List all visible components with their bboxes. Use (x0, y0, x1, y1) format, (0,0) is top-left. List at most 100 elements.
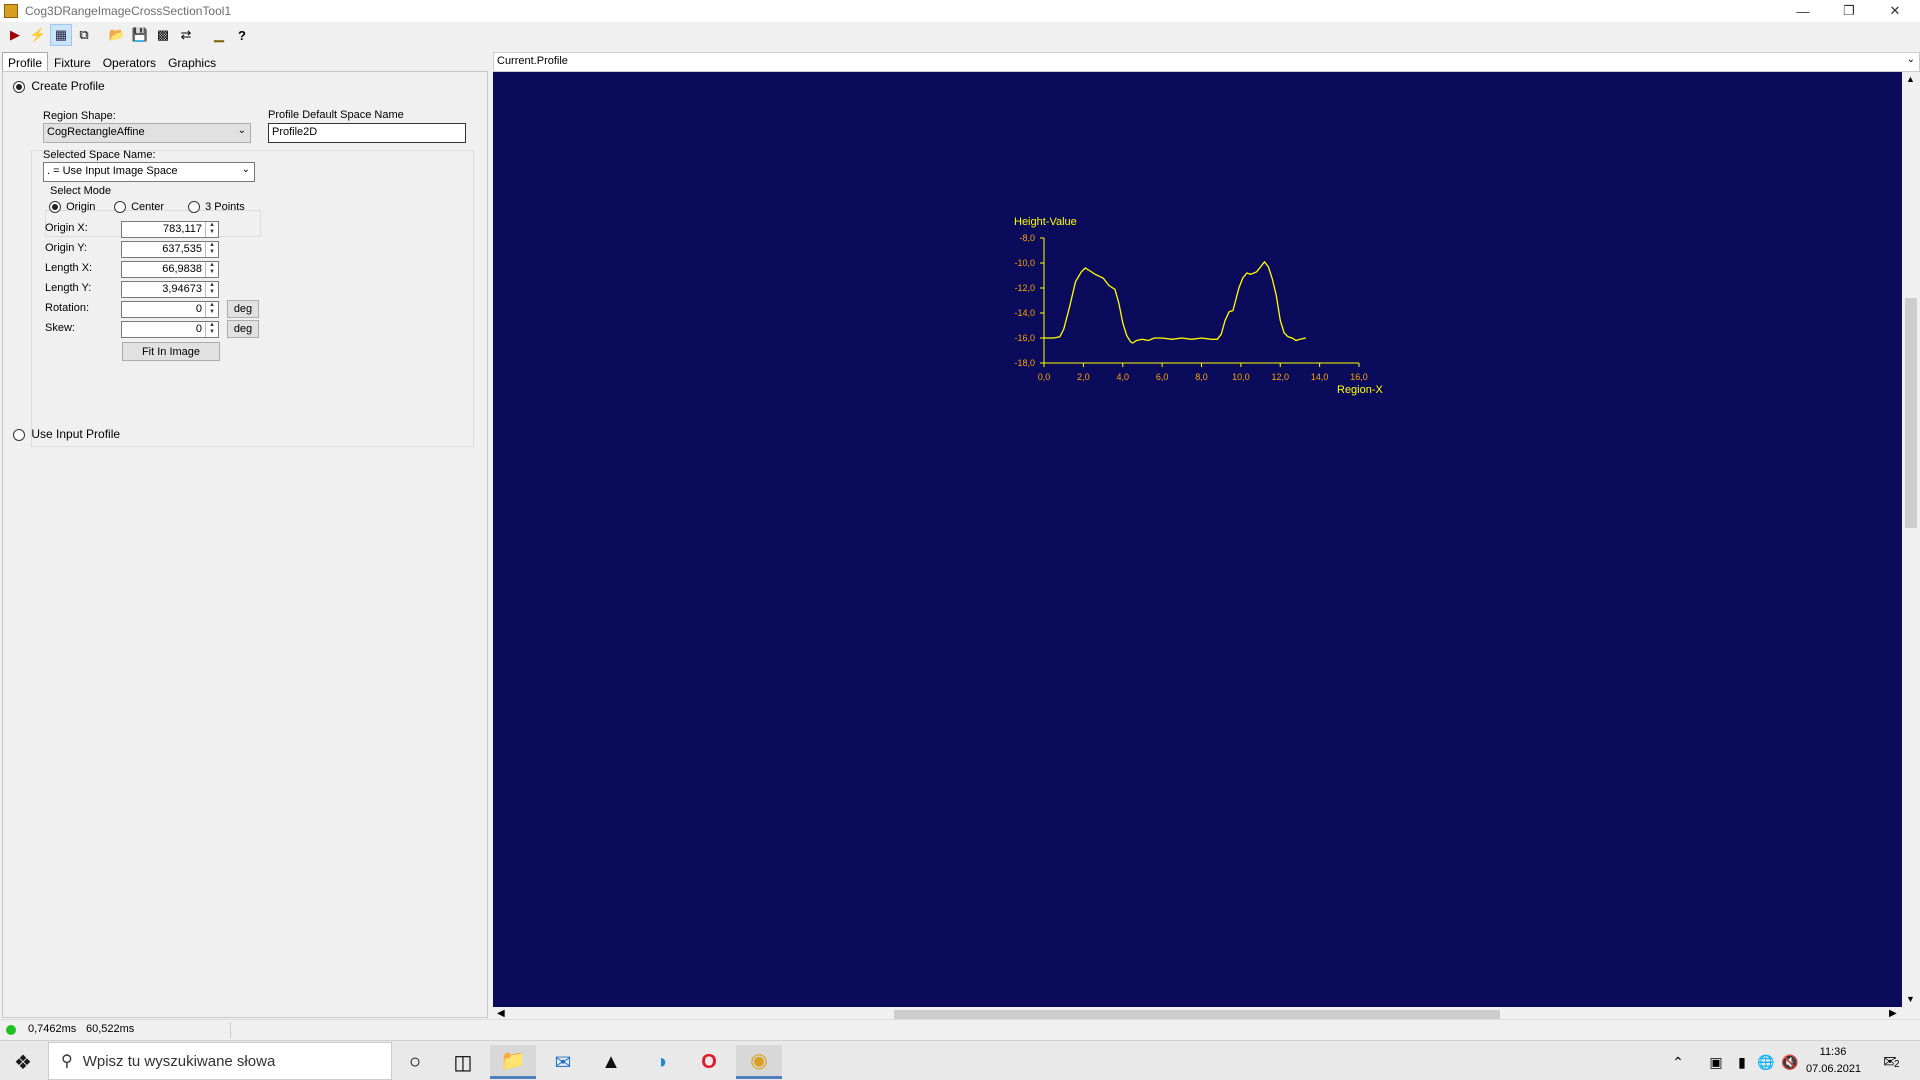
opera-icon[interactable]: O (701, 1050, 717, 1073)
mail-icon[interactable]: ✉ (554, 1051, 572, 1074)
title-bar: Cog3DRangeImageCrossSectionTool1 — ❐ ✕ (0, 0, 1920, 22)
length-y-spinner[interactable]: 3,94673 ▲ ▼ (121, 281, 219, 298)
search-icon: ⚲ (61, 1053, 73, 1070)
profile-series-line (1044, 260, 1306, 344)
settings-icon[interactable]: ▩ (156, 27, 170, 42)
network-icon[interactable]: 🌐 (1757, 1053, 1775, 1070)
status-indicator-icon (6, 1025, 16, 1035)
meet-now-icon[interactable]: ▣ (1709, 1053, 1723, 1070)
save-icon[interactable]: 💾 (131, 27, 149, 42)
scroll-left-icon[interactable]: ◀ (497, 1008, 505, 1019)
origin-y-label: Origin Y: (45, 242, 87, 254)
show-hidden-icons-chevron[interactable]: ⌃ (1672, 1053, 1684, 1070)
select-mode-label: Select Mode (49, 185, 113, 197)
create-profile-radio[interactable]: Create Profile (13, 79, 105, 93)
length-x-spinner[interactable]: 66,9838 ▲ ▼ (121, 261, 219, 278)
electric-icon[interactable]: ⚡ (29, 27, 47, 42)
profile-chart: -8,0 -10,0 -12,0 -14,0 -16,0 -18,00,0 2,0 4,0 6,… (1014, 216, 1384, 396)
length-x-value: 66,9838 (162, 263, 202, 275)
origin-y-spinner[interactable]: 637,535 ▲ ▼ (121, 241, 219, 258)
x-tick-label: 16,0 (1350, 372, 1368, 382)
vertical-scroll-thumb[interactable] (1905, 298, 1917, 528)
vertical-scrollbar[interactable]: ▲ ▼ (1902, 72, 1920, 1007)
open-folder-icon[interactable]: 📂 (108, 27, 126, 42)
taskbar-search[interactable]: ⚲ Wpisz tu wyszukiwane słowa (48, 1042, 392, 1080)
cortana-icon[interactable]: ○ (408, 1050, 422, 1073)
tool-edit-panel: Profile Fixture Operators Graphics Creat… (0, 50, 490, 1019)
import-icon[interactable]: ⇄ (180, 27, 192, 42)
run-icon[interactable]: ▶ (10, 27, 20, 42)
tab-graphics[interactable]: Graphics (168, 56, 217, 70)
battery-icon[interactable]: ▮ (1738, 1053, 1746, 1070)
graph-icon[interactable]: ▁ (214, 27, 224, 42)
mode-center-label: Center (131, 201, 165, 213)
mode-center-radio[interactable]: Center (114, 201, 165, 214)
origin-x-label: Origin X: (45, 222, 88, 234)
use-input-profile-radio[interactable]: Use Input Profile (13, 427, 120, 441)
default-space-input[interactable]: Profile2D (268, 123, 466, 143)
volume-muted-icon[interactable]: 🔇 (1781, 1053, 1799, 1070)
skew-unit-button[interactable]: deg (227, 320, 259, 338)
spin-arrows-icon[interactable]: ▲ ▼ (205, 262, 218, 277)
copy-icon[interactable]: ⧉ (79, 27, 89, 42)
toolbar: ▶ ⚡ ▦ ⧉ 📂 💾 ▩ ⇄ ▁ ? (0, 22, 1920, 48)
y-axis-label: Height-Value (1014, 216, 1077, 228)
region-shape-dropdown[interactable]: CogRectangleAffine ⌄ (43, 123, 251, 143)
y-tick-label: -16,0 (1014, 333, 1035, 343)
skew-label: Skew: (45, 322, 75, 334)
fit-in-image-button[interactable]: Fit In Image (122, 342, 220, 361)
tab-profile[interactable]: Profile (2, 52, 49, 73)
status-divider (230, 1022, 231, 1038)
radio-empty-icon (114, 201, 126, 214)
scroll-down-icon[interactable]: ▼ (1906, 994, 1915, 1004)
x-tick-label: 14,0 (1311, 372, 1329, 382)
default-space-label: Profile Default Space Name (268, 109, 404, 121)
cognex-app-icon[interactable]: ◉ (736, 1045, 782, 1079)
use-input-profile-label: Use Input Profile (31, 427, 121, 441)
alienware-icon[interactable]: ▲ (601, 1050, 621, 1073)
skew-spinner[interactable]: 0 ▲ ▼ (121, 321, 219, 338)
region-shape-label: Region Shape: (43, 110, 116, 122)
clock-time: 11:36 (1819, 1046, 1847, 1058)
start-windows-icon[interactable]: ❖ (14, 1051, 32, 1074)
restore-button[interactable]: ❐ (1843, 3, 1855, 18)
mode-3points-radio[interactable]: 3 Points (188, 201, 245, 214)
scroll-right-icon[interactable]: ▶ (1889, 1008, 1897, 1019)
profile-display[interactable]: -8,0 -10,0 -12,0 -14,0 -16,0 -18,0 0,0 2,0 4,0 6,… (493, 72, 1902, 1007)
x-tick-label: 10,0 (1232, 372, 1250, 382)
selected-space-label: Selected Space Name: (43, 149, 156, 161)
close-button[interactable]: ✕ (1889, 3, 1901, 18)
clock[interactable]: 11:36 07.06.2021 (1806, 1044, 1861, 1078)
notifications-icon[interactable]: ✉ 2 (1883, 1054, 1900, 1071)
selected-space-dropdown[interactable]: . = Use Input Image Space ⌄ (43, 162, 255, 182)
spin-arrows-icon[interactable]: ▲ ▼ (205, 222, 218, 237)
spin-arrows-icon[interactable]: ▲ ▼ (205, 242, 218, 257)
mode-origin-radio[interactable]: Origin (49, 201, 95, 214)
horizontal-scroll-thumb[interactable] (894, 1010, 1500, 1021)
status-bar: 0,7462ms 60,522ms (0, 1019, 1920, 1041)
spin-arrows-icon[interactable]: ▲ ▼ (205, 302, 218, 317)
edge-icon[interactable]: ◑ (654, 1050, 668, 1073)
x-tick-label: 6,0 (1156, 372, 1169, 382)
live-display-icon[interactable]: ▦ (50, 24, 72, 46)
spin-arrows-icon[interactable]: ▲ ▼ (205, 282, 218, 297)
length-y-value: 3,94673 (162, 283, 202, 295)
rotation-unit-button[interactable]: deg (227, 300, 259, 318)
file-explorer-icon[interactable]: 📁 (490, 1045, 536, 1079)
x-axis-label: Region-X (1337, 384, 1384, 396)
help-icon[interactable]: ? (238, 27, 246, 43)
chevron-down-icon: ⌄ (1906, 54, 1915, 65)
origin-x-spinner[interactable]: 783,117 ▲ ▼ (121, 221, 219, 238)
region-shape-value: CogRectangleAffine (47, 126, 145, 138)
spin-arrows-icon[interactable]: ▲ ▼ (205, 322, 218, 337)
minimize-button[interactable]: — (1796, 3, 1810, 19)
task-view-icon[interactable]: ◫ (453, 1051, 473, 1074)
scroll-up-icon[interactable]: ▲ (1906, 74, 1915, 84)
y-tick-label: -14,0 (1014, 308, 1035, 318)
length-y-label: Length Y: (45, 282, 92, 294)
tab-fixture[interactable]: Fixture (54, 56, 91, 70)
tab-operators[interactable]: Operators (102, 56, 157, 70)
display-selector[interactable]: Current.Profile ⌄ (493, 52, 1920, 72)
rotation-spinner[interactable]: 0 ▲ ▼ (121, 301, 219, 318)
notification-count: 2 (1894, 1059, 1900, 1070)
